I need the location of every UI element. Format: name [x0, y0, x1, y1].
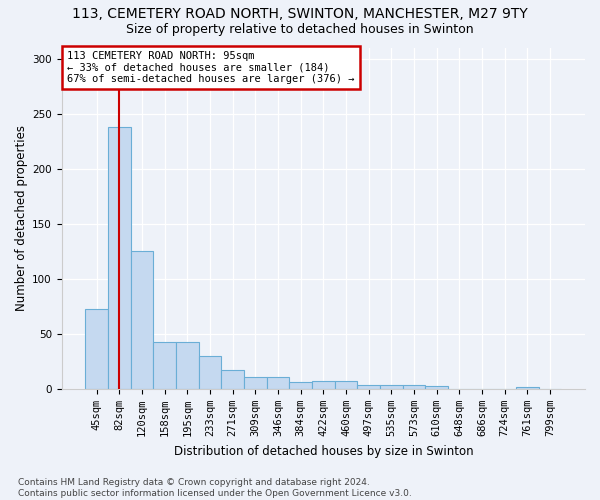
Bar — [244, 377, 266, 389]
Bar — [380, 384, 403, 389]
Bar — [312, 381, 335, 389]
Bar — [516, 386, 539, 389]
Bar — [425, 386, 448, 389]
Bar — [131, 252, 154, 389]
Y-axis label: Number of detached properties: Number of detached properties — [15, 125, 28, 311]
Bar — [85, 308, 108, 389]
Text: Size of property relative to detached houses in Swinton: Size of property relative to detached ho… — [126, 22, 474, 36]
X-axis label: Distribution of detached houses by size in Swinton: Distribution of detached houses by size … — [173, 444, 473, 458]
Bar — [108, 127, 131, 389]
Bar — [335, 381, 358, 389]
Bar — [176, 342, 199, 389]
Text: 113, CEMETERY ROAD NORTH, SWINTON, MANCHESTER, M27 9TY: 113, CEMETERY ROAD NORTH, SWINTON, MANCH… — [72, 8, 528, 22]
Bar — [358, 384, 380, 389]
Text: Contains HM Land Registry data © Crown copyright and database right 2024.
Contai: Contains HM Land Registry data © Crown c… — [18, 478, 412, 498]
Bar — [403, 384, 425, 389]
Bar — [154, 342, 176, 389]
Bar — [289, 382, 312, 389]
Text: 113 CEMETERY ROAD NORTH: 95sqm
← 33% of detached houses are smaller (184)
67% of: 113 CEMETERY ROAD NORTH: 95sqm ← 33% of … — [67, 51, 355, 84]
Bar — [266, 377, 289, 389]
Bar — [221, 370, 244, 389]
Bar — [199, 356, 221, 389]
